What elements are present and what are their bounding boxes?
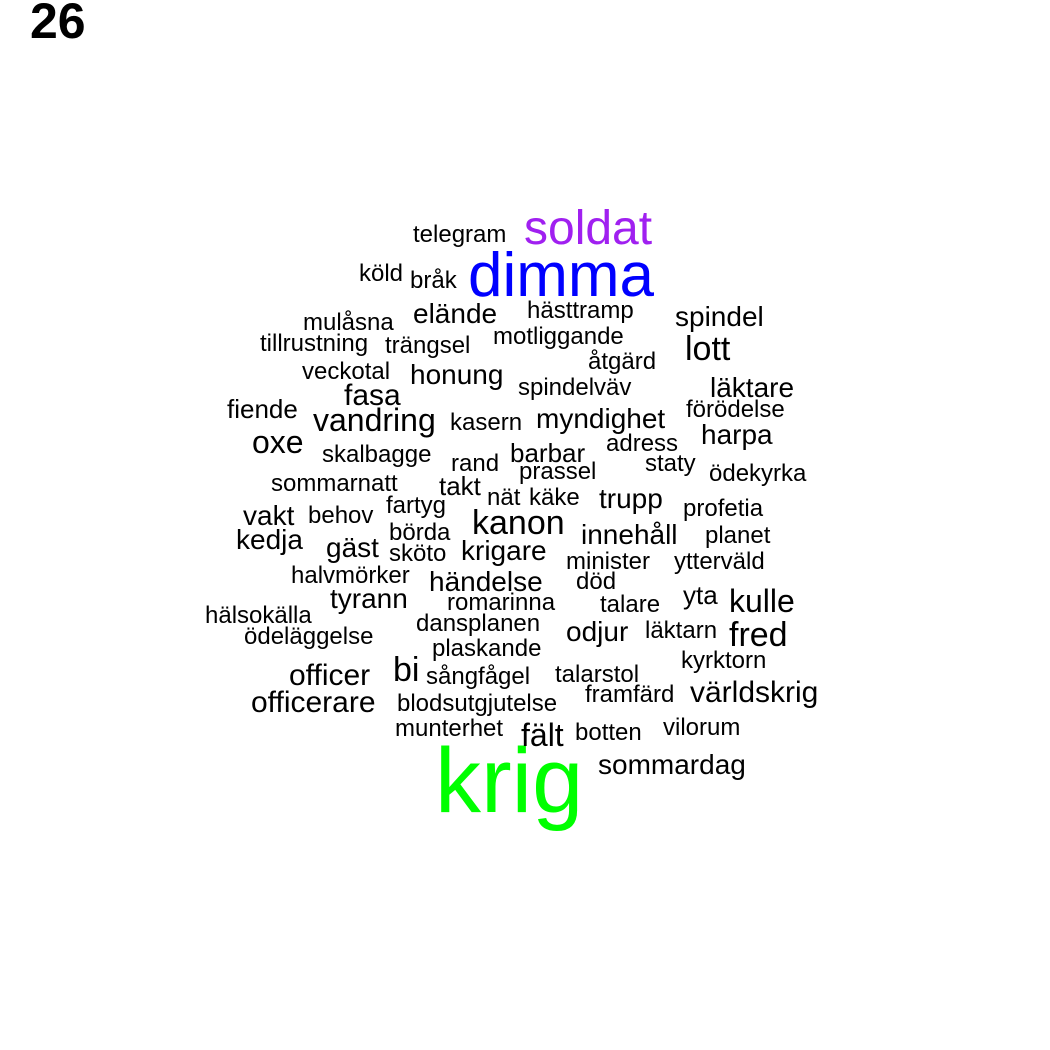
word-13: lott [685, 330, 731, 368]
word-57: tyrann [330, 583, 408, 614]
word-32: prassel [519, 458, 597, 485]
word-21: förödelse [686, 396, 785, 423]
word-26: oxe [252, 424, 304, 460]
word-50: krigare [461, 535, 547, 566]
word-33: ödekyrka [709, 460, 807, 487]
word-80: vilorum [663, 714, 741, 741]
word-28: skalbagge [322, 441, 432, 468]
word-65: fred [729, 616, 788, 654]
word-36: nät [487, 484, 521, 511]
word-5: bråk [410, 267, 457, 294]
word-62: dansplanen [416, 610, 541, 637]
word-11: trängsel [385, 332, 471, 359]
word-81: sommardag [598, 749, 746, 780]
word-61: hälsokälla [205, 602, 312, 629]
page-number: 26 [30, 0, 86, 49]
word-27: adress [606, 430, 679, 457]
word-23: kasern [450, 409, 523, 436]
word-67: plaskande [432, 635, 542, 662]
word-24: myndighet [536, 403, 666, 434]
word-4: köld [359, 260, 404, 287]
word-35: takt [439, 471, 481, 501]
word-14: åtgärd [588, 348, 657, 375]
word-58: romarinna [447, 589, 556, 616]
word-39: fartyg [386, 492, 447, 519]
word-16: honung [410, 359, 504, 390]
word-68: kyrktorn [681, 647, 767, 674]
word-30: staty [645, 450, 696, 477]
word-72: talarstol [555, 661, 640, 688]
word-29: barbar [510, 438, 586, 468]
word-52: ytterväld [674, 548, 765, 575]
word-41: vakt [243, 500, 295, 531]
word-77: munterhet [395, 715, 504, 742]
word-40: profetia [683, 495, 764, 522]
word-63: odjur [566, 616, 629, 647]
word-2: soldat [524, 202, 653, 255]
word-18: läktare [710, 372, 795, 403]
word-10: tillrustning [260, 330, 369, 357]
word-76: blodsutgjutelse [397, 690, 558, 717]
word-42: behov [308, 502, 374, 529]
word-43: kanon [472, 504, 565, 542]
word-12: motliggande [493, 323, 624, 350]
word-60: kulle [729, 583, 795, 619]
word-79: botten [575, 719, 642, 746]
word-44: börda [389, 519, 451, 546]
word-17: spindelväv [518, 374, 632, 401]
word-48: gäst [326, 532, 379, 563]
word-74: världskrig [690, 676, 819, 709]
word-20: fiende [227, 394, 298, 424]
word-8: hästtramp [527, 297, 634, 324]
word-34: sommarnatt [271, 470, 398, 497]
word-19: fasa [344, 379, 401, 412]
word-31: rand [451, 450, 500, 477]
word-71: sångfågel [426, 663, 531, 690]
word-56: yta [683, 580, 718, 610]
word-3: telegram [413, 221, 507, 248]
word-1: dimma [468, 241, 655, 310]
word-73: framfärd [585, 681, 675, 708]
word-6: mulåsna [303, 309, 394, 336]
word-22: vandring [313, 402, 436, 438]
word-69: officer [289, 659, 371, 692]
word-15: veckotal [302, 358, 391, 385]
word-9: spindel [675, 301, 764, 332]
word-59: talare [600, 591, 661, 618]
word-66: ödeläggelse [244, 623, 374, 650]
word-47: kedja [236, 524, 303, 555]
word-46: planet [705, 522, 771, 549]
word-49: sköto [389, 540, 447, 567]
word-55: död [576, 568, 617, 595]
word-38: trupp [599, 483, 663, 514]
word-53: halvmörker [291, 562, 410, 589]
word-7: elände [413, 298, 498, 329]
word-70: bi [393, 651, 420, 689]
word-krig: krig [435, 730, 584, 832]
word-25: harpa [701, 419, 773, 450]
word-37: käke [529, 484, 580, 511]
word-51: minister [566, 548, 651, 575]
word-64: läktarn [645, 617, 718, 644]
word-45: innehåll [581, 519, 678, 550]
word-78: fält [521, 717, 564, 753]
word-75: officerare [251, 686, 376, 719]
word-54: händelse [429, 566, 543, 597]
